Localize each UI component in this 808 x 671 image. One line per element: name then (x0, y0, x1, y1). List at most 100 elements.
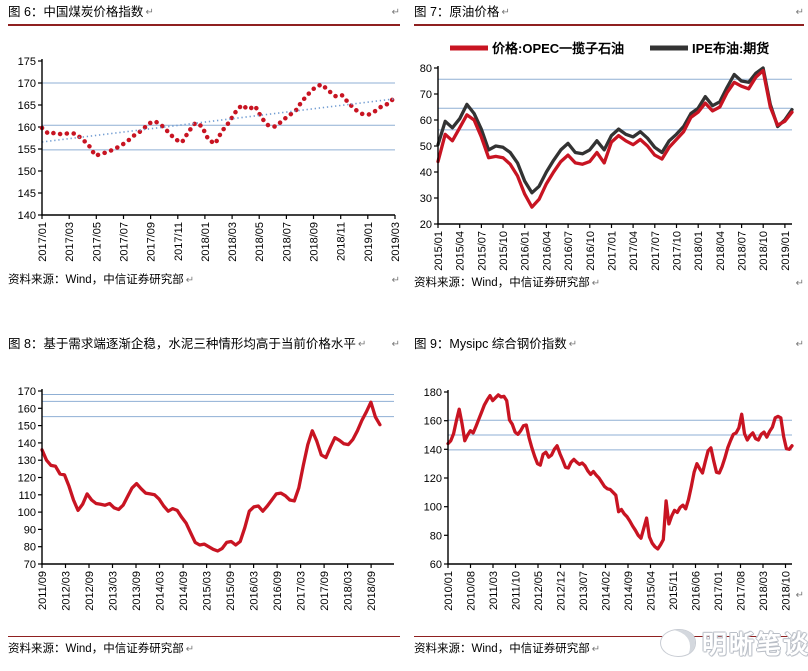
svg-text:165: 165 (18, 100, 36, 112)
paragraph-mark-icon: ↵ (391, 275, 400, 286)
svg-text:2018/01: 2018/01 (693, 231, 705, 271)
svg-text:90: 90 (24, 524, 36, 536)
figure-8-panel: 图 8：基于需求端逐渐企稳，水泥三种情形均高于当前价格水平 ↵ ↵ 70 80 90… (8, 336, 400, 657)
paragraph-mark-icon: ↵ (185, 275, 195, 286)
figure-6-title-row: 图 6：中国煤炭价格指数 ↵ ↵ (8, 4, 400, 26)
svg-text:2012/03: 2012/03 (61, 571, 73, 611)
coal-price-index-chart: 140 145 150 155 160 165 170 175 2017/01 2017/03 20… (18, 56, 400, 262)
figure-9-source-row: 资料来源：Wind，中信证券研究部 ↵ (414, 636, 804, 657)
svg-text:2016/07: 2016/07 (563, 231, 575, 271)
svg-text:160: 160 (18, 403, 36, 415)
figure-7-panel: 图 7：原油价格 ↵ ↵ 20 30 40 50 60 70 80 2015/01 2015/0… (414, 4, 804, 291)
svg-text:2012/09: 2012/09 (84, 571, 96, 611)
svg-text:价格:OPEC一揽子石油: 价格:OPEC一揽子石油 (492, 41, 624, 56)
watermark-text: 明晰笔谈 (701, 631, 808, 659)
svg-text:2010/08: 2010/08 (466, 571, 478, 611)
figure-6-source-row: 资料来源：Wind，中信证券研究部 ↵ ↵ (8, 273, 400, 288)
svg-text:2014/02: 2014/02 (601, 571, 613, 611)
svg-text:2019/03: 2019/03 (390, 222, 400, 262)
svg-text:2016/09: 2016/09 (272, 571, 284, 611)
svg-text:2017/07: 2017/07 (119, 222, 131, 262)
svg-text:2013/07: 2013/07 (578, 571, 590, 611)
svg-text:2017/08: 2017/08 (736, 571, 748, 611)
svg-text:2017/07: 2017/07 (650, 231, 662, 271)
svg-text:2015/11: 2015/11 (668, 571, 680, 610)
svg-text:2013/09: 2013/09 (131, 571, 143, 611)
watermark-cloud-logo-icon (659, 629, 696, 657)
svg-text:2017/03: 2017/03 (296, 571, 308, 611)
source-note: 资料来源：Wind，中信证券研究部 (8, 643, 184, 655)
svg-text:2015/07: 2015/07 (476, 231, 488, 271)
svg-text:100: 100 (18, 507, 36, 519)
svg-text:2015/01: 2015/01 (433, 231, 445, 271)
svg-text:155: 155 (18, 144, 36, 156)
steel-price-index-chart: 60 80 100 120 140 160 180 2010/01 2010/08 2011/03… (424, 387, 794, 611)
paragraph-mark-icon: ↵ (391, 7, 400, 18)
svg-text:2018/07: 2018/07 (281, 222, 293, 262)
svg-text:140: 140 (18, 210, 36, 222)
svg-text:2018/03: 2018/03 (758, 571, 770, 611)
svg-text:2018/05: 2018/05 (254, 222, 266, 262)
svg-text:30: 30 (420, 193, 432, 205)
svg-text:2019/01: 2019/01 (780, 231, 792, 271)
svg-text:2011/10: 2011/10 (511, 571, 523, 610)
figure-8-source-row: 资料来源：Wind，中信证券研究部 ↵ (8, 636, 400, 657)
svg-text:2016/01: 2016/01 (520, 231, 532, 271)
svg-text:160: 160 (18, 122, 36, 134)
svg-text:2017/01: 2017/01 (37, 222, 49, 262)
svg-text:120: 120 (18, 473, 36, 485)
svg-text:2012/05: 2012/05 (533, 571, 545, 611)
svg-text:140: 140 (424, 444, 442, 456)
svg-text:140: 140 (18, 438, 36, 450)
paragraph-mark-icon: ↵ (795, 278, 804, 289)
svg-text:2018/10: 2018/10 (781, 571, 793, 611)
figure-6-title: 图 6：中国煤炭价格指数 (8, 5, 144, 19)
svg-text:120: 120 (424, 473, 442, 485)
svg-text:2016/04: 2016/04 (541, 231, 553, 271)
figure-6-panel: 图 6：中国煤炭价格指数 ↵ ↵ 140 145 150 155 160 165 170 17… (8, 4, 400, 288)
paragraph-mark-icon: ↵ (795, 590, 804, 601)
svg-text:2018/03: 2018/03 (343, 571, 355, 611)
svg-text:2010/01: 2010/01 (443, 571, 455, 611)
svg-text:2015/04: 2015/04 (455, 231, 467, 271)
svg-text:2018/09: 2018/09 (309, 222, 321, 262)
figure-9-panel: 图 9：Mysipc 综合钢价指数 ↵ ↵ 60 80 100 120 140 160 18… (414, 336, 808, 659)
svg-text:175: 175 (18, 56, 36, 68)
paragraph-mark-icon: ↵ (795, 7, 804, 18)
svg-text:160: 160 (424, 416, 442, 428)
figure-9-title: 图 9：Mysipc 综合钢价指数 (414, 337, 567, 351)
svg-text:40: 40 (420, 167, 432, 179)
paragraph-mark-icon: ↵ (391, 339, 400, 350)
figure-8-title-row: 图 8：基于需求端逐渐企稳，水泥三种情形均高于当前价格水平 ↵ ↵ (8, 336, 400, 356)
svg-text:70: 70 (420, 89, 432, 101)
svg-text:20: 20 (420, 219, 432, 231)
svg-text:170: 170 (18, 386, 36, 398)
svg-text:2018/07: 2018/07 (737, 231, 749, 271)
svg-text:50: 50 (420, 141, 432, 153)
svg-text:2015/03: 2015/03 (202, 571, 214, 611)
svg-text:2012/12: 2012/12 (556, 571, 568, 611)
svg-text:2017/09: 2017/09 (146, 222, 158, 262)
source-note: 资料来源：Wind，中信证券研究部 (414, 277, 590, 289)
svg-text:2011/09: 2011/09 (37, 571, 49, 610)
figure-9-title-row: 图 9：Mysipc 综合钢价指数 ↵ ↵ (414, 336, 804, 356)
svg-text:170: 170 (18, 78, 36, 90)
figure-7-title: 图 7：原油价格 (414, 5, 500, 19)
svg-text:2018/03: 2018/03 (227, 222, 239, 262)
svg-text:2017/03: 2017/03 (64, 222, 76, 262)
source-note: 资料来源：Wind，中信证券研究部 (414, 643, 590, 655)
svg-text:2015/10: 2015/10 (498, 231, 510, 271)
svg-text:2017/01: 2017/01 (713, 571, 725, 611)
paragraph-mark-icon: ↵ (795, 339, 804, 350)
svg-text:100: 100 (424, 502, 442, 514)
watermark-mingxi-bitan: 明晰笔谈 (659, 625, 808, 661)
source-note: 资料来源：Wind，中信证券研究部 (8, 274, 184, 286)
svg-text:2017/04: 2017/04 (628, 231, 640, 271)
paragraph-mark-icon: ↵ (568, 339, 578, 350)
svg-text:IPE布油:期货: IPE布油:期货 (692, 41, 769, 56)
svg-text:2016/03: 2016/03 (249, 571, 261, 611)
svg-text:180: 180 (424, 387, 442, 399)
svg-text:145: 145 (18, 188, 36, 200)
paragraph-mark-icon: ↵ (591, 644, 601, 655)
